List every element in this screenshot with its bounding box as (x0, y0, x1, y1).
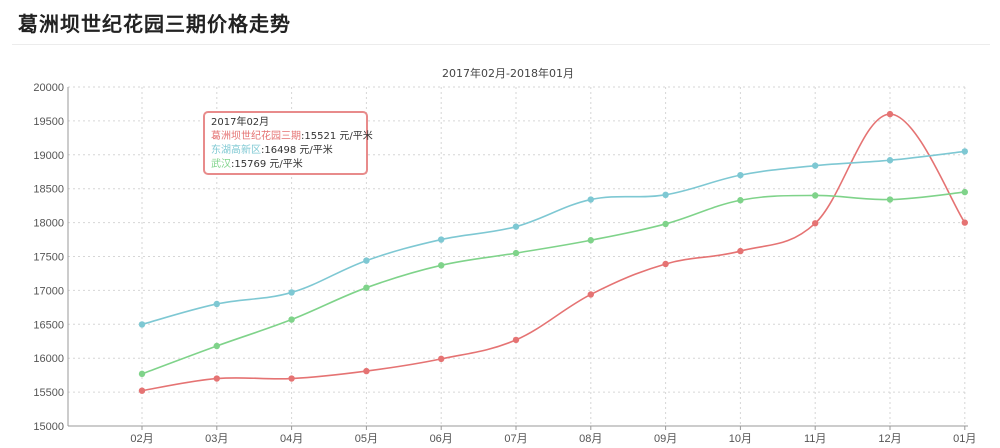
data-point-s0-4[interactable] (438, 355, 445, 363)
y-tick-label: 18500 (33, 184, 64, 196)
series-points (138, 110, 968, 394)
y-tick-label: 17500 (33, 252, 64, 264)
data-point-s0-9[interactable] (812, 220, 819, 227)
data-point-s0-10[interactable] (886, 110, 894, 118)
x-tick-label: 11月 (804, 433, 826, 445)
tooltip-series-name: 葛洲坝世纪花园三期 (211, 131, 301, 142)
series-line-2 (141, 191, 965, 375)
data-point-s0-5[interactable] (512, 336, 520, 344)
y-tick-label: 15500 (33, 387, 64, 399)
chart-subtitle: 2017年02月-2018年01月 (442, 66, 574, 80)
data-point-s0-0[interactable] (138, 387, 146, 394)
data-point-s1-1[interactable] (213, 300, 220, 308)
data-point-s2-10[interactable] (886, 196, 894, 203)
data-point-s2-8[interactable] (737, 197, 744, 204)
data-point-s1-6[interactable] (587, 196, 594, 203)
tooltip-series-unit: 元/平米 (339, 131, 373, 142)
y-tick-label: 17000 (33, 285, 64, 297)
tooltip-row: 武汉:15769 元/平米 (211, 158, 360, 172)
data-point-s1-11[interactable] (961, 148, 968, 155)
tooltip-series-unit: 元/平米 (269, 159, 303, 170)
data-point-s1-7[interactable] (662, 191, 669, 199)
y-tick-label: 15000 (33, 421, 64, 433)
tooltip-series-value: :16498 (261, 145, 297, 156)
x-tick-label: 07月 (504, 433, 527, 445)
data-point-s1-3[interactable] (363, 257, 370, 264)
tooltip-series-unit: 元/平米 (299, 145, 333, 156)
data-point-s2-4[interactable] (438, 262, 445, 269)
tooltip-series-value: :15521 (301, 131, 337, 142)
data-point-s2-5[interactable] (512, 249, 520, 257)
data-point-s1-9[interactable] (812, 162, 819, 169)
x-tick-label: 10月 (729, 433, 752, 445)
data-point-s2-0[interactable] (138, 370, 146, 378)
y-tick-label: 16000 (33, 353, 64, 365)
page-title: 葛洲坝世纪花园三期价格走势 (18, 12, 291, 36)
data-point-s0-2[interactable] (288, 375, 295, 382)
x-tick-label: 04月 (280, 433, 303, 445)
x-tick-label: 02月 (130, 433, 153, 445)
data-point-s2-3[interactable] (363, 284, 370, 291)
data-point-s0-7[interactable] (662, 260, 669, 268)
x-tick-label: 01月 (953, 433, 976, 445)
data-point-s1-2[interactable] (288, 289, 295, 296)
data-point-s2-1[interactable] (213, 342, 220, 350)
data-point-s0-6[interactable] (587, 291, 594, 298)
data-point-s1-0[interactable] (138, 321, 146, 328)
data-point-s1-10[interactable] (886, 157, 894, 164)
tooltip-header: 2017年02月 (211, 117, 270, 128)
x-tick-label: 06月 (430, 433, 453, 445)
data-point-s0-11[interactable] (961, 219, 968, 226)
y-tick-label: 20000 (33, 82, 64, 94)
data-point-s2-2[interactable] (288, 316, 295, 323)
data-point-s0-8[interactable] (737, 247, 744, 255)
x-tick-label: 09月 (654, 433, 677, 445)
title-divider (12, 44, 990, 45)
data-point-s1-5[interactable] (512, 223, 520, 230)
x-tick-label: 03月 (205, 433, 228, 445)
tooltip-series-name: 东湖高新区 (211, 145, 261, 156)
data-point-s0-3[interactable] (363, 367, 370, 375)
series-line-1 (141, 150, 965, 326)
tooltip: 2017年02月 葛洲坝世纪花园三期:15521 元/平米 东湖高新区:1649… (203, 111, 373, 175)
axes: 15000 15500 16000 16500 17000 17500 18000 18500… (33, 82, 976, 445)
x-tick-label: 12月 (878, 433, 901, 445)
x-tick-label: 05月 (355, 433, 378, 445)
x-tick-label: 08月 (579, 433, 602, 445)
data-point-s1-8[interactable] (737, 171, 744, 179)
tooltip-series-name: 武汉 (211, 159, 231, 170)
tooltip-row: 东湖高新区:16498 元/平米 (211, 144, 360, 158)
data-point-s1-4[interactable] (438, 236, 445, 243)
data-point-s2-6[interactable] (587, 237, 594, 244)
data-point-s2-9[interactable] (812, 192, 819, 199)
tooltip-series-value: :15769 (231, 159, 267, 170)
data-point-s2-7[interactable] (662, 220, 669, 228)
y-tick-label: 19000 (33, 150, 64, 162)
tooltip-row: 葛洲坝世纪花园三期:15521 元/平米 (211, 130, 373, 144)
y-tick-label: 19500 (33, 116, 64, 128)
data-point-s0-1[interactable] (213, 375, 220, 382)
y-tick-label: 16500 (33, 319, 64, 331)
y-tick-label: 18000 (33, 218, 64, 230)
data-point-s2-11[interactable] (961, 188, 968, 196)
